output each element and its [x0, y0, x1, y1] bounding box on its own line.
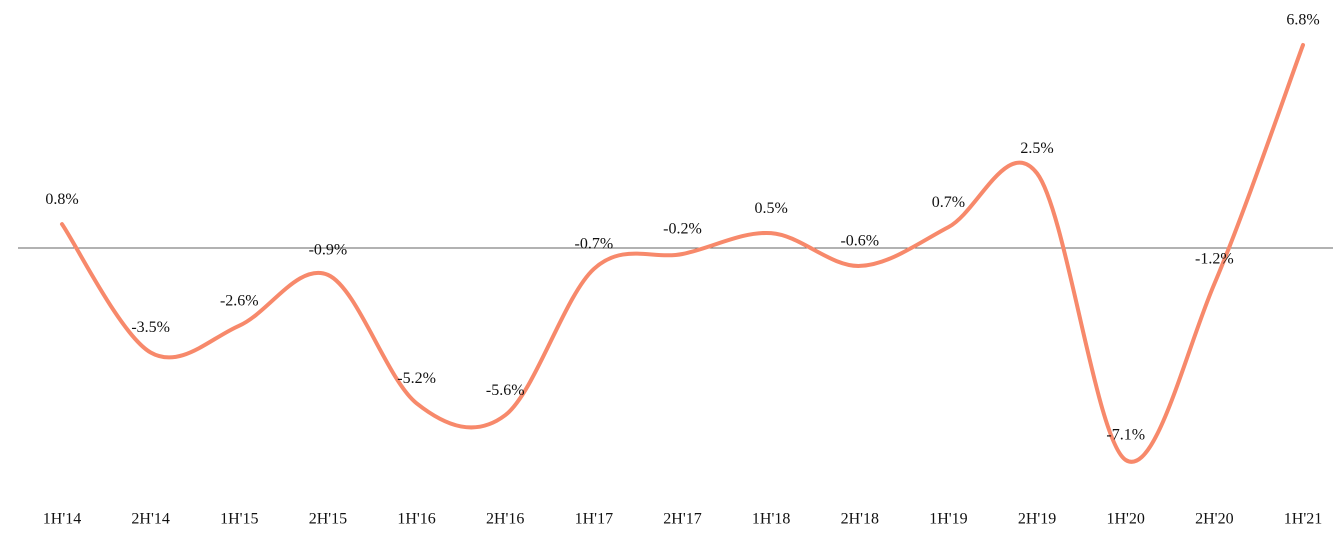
x-tick-label: 2H'16 [486, 511, 524, 528]
data-label: -0.6% [840, 233, 879, 250]
x-tick-label: 1H'20 [1106, 511, 1144, 528]
data-label: -0.7% [575, 236, 614, 253]
data-label: 6.8% [1286, 12, 1319, 29]
x-tick-label: 2H'19 [1018, 511, 1056, 528]
x-tick-label: 1H'15 [220, 511, 258, 528]
x-tick-label: 2H'17 [663, 511, 701, 528]
x-tick-label: 1H'19 [929, 511, 967, 528]
x-tick-label: 1H'16 [397, 511, 435, 528]
x-tick-label: 2H'14 [131, 511, 169, 528]
data-label: -1.2% [1195, 251, 1234, 268]
data-label: 2.5% [1020, 140, 1053, 157]
data-label: -2.6% [220, 292, 259, 309]
data-label: -3.5% [131, 319, 170, 336]
data-label: -5.2% [397, 370, 436, 387]
data-label: 0.7% [932, 194, 965, 211]
x-tick-label: 1H'21 [1284, 511, 1322, 528]
data-label: 0.8% [45, 191, 78, 208]
data-label: 0.5% [754, 200, 787, 217]
data-label: -0.9% [309, 242, 348, 259]
x-tick-label: 2H'15 [309, 511, 347, 528]
data-label: -5.6% [486, 382, 525, 399]
x-tick-label: 1H'18 [752, 511, 790, 528]
data-label: -7.1% [1106, 427, 1145, 444]
x-tick-label: 1H'17 [575, 511, 613, 528]
x-tick-label: 2H'20 [1195, 511, 1233, 528]
data-label: -0.2% [663, 221, 702, 238]
line [60, 43, 1305, 464]
x-tick-label: 2H'18 [841, 511, 879, 528]
x-tick-label: 1H'14 [43, 511, 81, 528]
